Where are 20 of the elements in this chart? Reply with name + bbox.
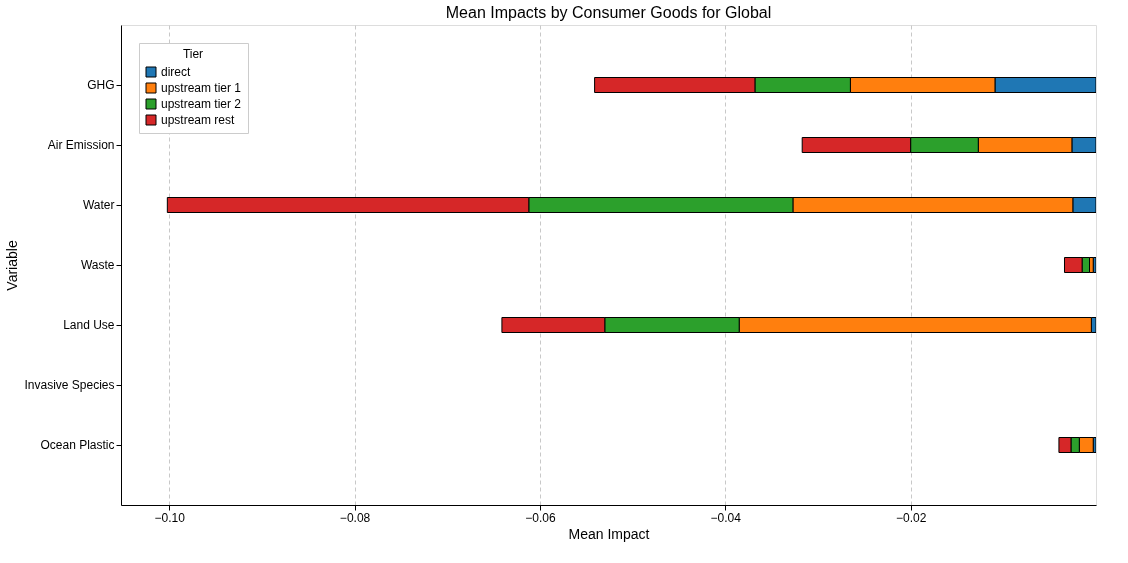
- x-tick-label: −0.06: [525, 510, 556, 525]
- legend-label: upstream tier 2: [161, 97, 242, 111]
- chart-title: Mean Impacts by Consumer Goods for Global: [445, 4, 772, 21]
- x-tick-label: −0.10: [154, 510, 186, 525]
- y-tick-label: Water: [82, 198, 115, 212]
- y-tick-label: Land Use: [63, 318, 115, 332]
- y-tick-label: Ocean Plastic: [40, 438, 115, 452]
- legend-label: upstream rest: [161, 113, 236, 127]
- y-axis-title: Variable: [4, 240, 21, 291]
- legend-label: direct: [161, 65, 192, 79]
- y-tick-label: GHG: [87, 78, 115, 92]
- y-tick-label: Air Emission: [47, 138, 115, 152]
- legend-label: upstream tier 1: [161, 81, 242, 95]
- y-tick-label: Waste: [80, 258, 115, 272]
- y-tick-label: Invasive Species: [24, 378, 115, 392]
- legend-title: Tier: [182, 47, 204, 61]
- x-tick-label: −0.04: [710, 510, 742, 525]
- x-axis-title: Mean Impact: [568, 525, 650, 542]
- x-tick-label: −0.08: [339, 510, 371, 525]
- x-tick-label: −0.02: [895, 510, 927, 525]
